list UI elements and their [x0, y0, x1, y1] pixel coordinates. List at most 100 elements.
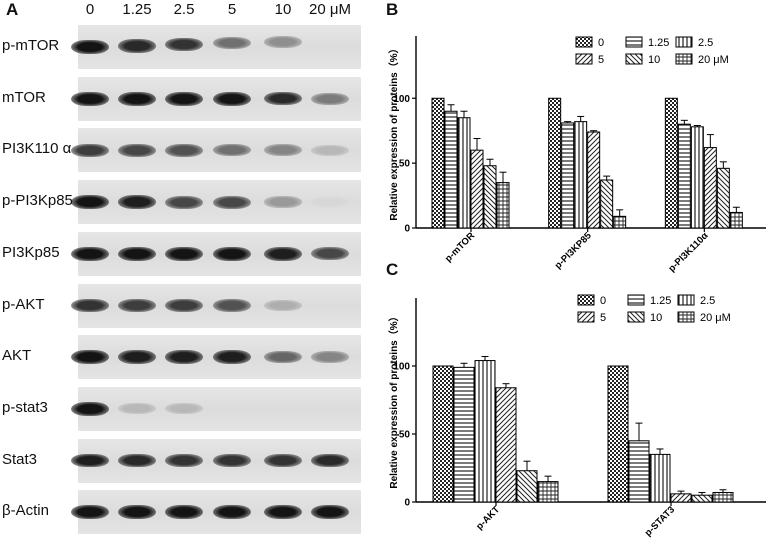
bar [729, 211, 743, 229]
lane-label: 5 [227, 1, 237, 18]
blot-band [213, 37, 251, 50]
legend-swatch [677, 294, 695, 306]
bar [613, 215, 627, 229]
bar [628, 440, 650, 503]
blot-band [264, 350, 302, 364]
blot-row-label: Stat3 [2, 450, 38, 468]
lane-label: 1.25 [122, 1, 152, 18]
category-label: p-PI3KP85 [553, 230, 595, 272]
blot-row-label: mTOR [2, 88, 46, 106]
blot-row-label: p-AKT [2, 295, 45, 313]
blot-band [118, 350, 156, 365]
y-tick-label: 50 [399, 159, 411, 170]
legend-swatch [675, 36, 693, 48]
y-axis-label: Relative expression of proteins（%） [387, 43, 400, 220]
legend-label: 10 [650, 312, 662, 324]
y-tick-label: 50 [399, 430, 411, 441]
legend-label: 2.5 [700, 295, 715, 307]
blot-band [311, 92, 349, 105]
legend-label: 20 μM [700, 312, 731, 324]
blot-strip [71, 386, 361, 431]
panel-c-letter: C [386, 260, 399, 279]
blot-row-label: p-PI3Kp85 [2, 192, 73, 210]
blot-band [311, 453, 349, 468]
bar [496, 182, 510, 229]
bar [474, 360, 496, 503]
blot-band [264, 246, 302, 261]
blot-band [311, 505, 349, 520]
blot-band [311, 196, 349, 208]
y-tick-label: 0 [404, 224, 410, 235]
bar [587, 131, 601, 229]
y-axis-label: Relative expression of proteins（%） [387, 311, 400, 488]
bar [607, 365, 629, 503]
blot-row-label: PI3Kp85 [2, 243, 60, 261]
blot-band [118, 403, 156, 415]
bar [432, 365, 454, 503]
category-label: p-mTOR [443, 230, 477, 264]
bar [716, 167, 730, 229]
bar [548, 97, 562, 229]
blot-band [165, 91, 203, 106]
blot-band [213, 195, 251, 209]
blot-band [213, 246, 251, 261]
legend-label: 0 [598, 37, 604, 49]
legend-label: 20 μM [698, 54, 729, 66]
blot-band [165, 143, 203, 157]
bar [444, 110, 458, 229]
bar [664, 97, 678, 229]
blot-strip [71, 490, 361, 535]
blot-band [165, 453, 203, 468]
blot-band [264, 453, 302, 468]
y-tick-label: 0 [404, 498, 410, 509]
blot-band [118, 91, 156, 106]
bar [537, 481, 559, 503]
blot-band [264, 196, 302, 208]
bar [431, 97, 445, 229]
legend-swatch [575, 53, 593, 65]
bar [691, 494, 713, 503]
blot-band [213, 350, 251, 365]
legend-swatch [625, 53, 643, 65]
bar [600, 179, 614, 229]
blot-band [264, 505, 302, 520]
blot-band [213, 299, 251, 312]
legend-swatch [575, 36, 593, 48]
blot-band [213, 144, 251, 157]
legend-swatch [625, 36, 643, 48]
blot-band [71, 143, 109, 157]
legend-label: 5 [598, 54, 604, 66]
bar [561, 122, 575, 229]
blot-strip [71, 180, 361, 225]
blot-strip [71, 76, 361, 121]
bar [495, 387, 517, 503]
blot-band [311, 247, 349, 261]
blot-row-label: β-Actin [2, 502, 49, 520]
blot-band [311, 144, 349, 156]
bar [649, 453, 671, 503]
legend-swatch [675, 53, 693, 65]
bar [457, 117, 471, 229]
blot-band [118, 505, 156, 520]
bar [483, 165, 497, 229]
blot-band [165, 195, 203, 209]
blot-band [71, 401, 109, 416]
bar [690, 126, 704, 229]
blot-band [165, 246, 203, 261]
bar [470, 149, 484, 229]
legend-label: 5 [600, 312, 606, 324]
lane-label: 10 [274, 1, 292, 18]
blot-strip [71, 25, 361, 69]
blot-band [165, 505, 203, 520]
blot-band [71, 453, 109, 468]
blot-row-label: p-stat3 [2, 398, 48, 416]
bar [703, 147, 717, 229]
blot-band [311, 351, 349, 364]
bar [516, 470, 538, 503]
blot-band [71, 40, 109, 54]
blot-band [71, 350, 109, 365]
blot-strip [71, 231, 361, 276]
panel-b-letter: B [386, 0, 399, 19]
